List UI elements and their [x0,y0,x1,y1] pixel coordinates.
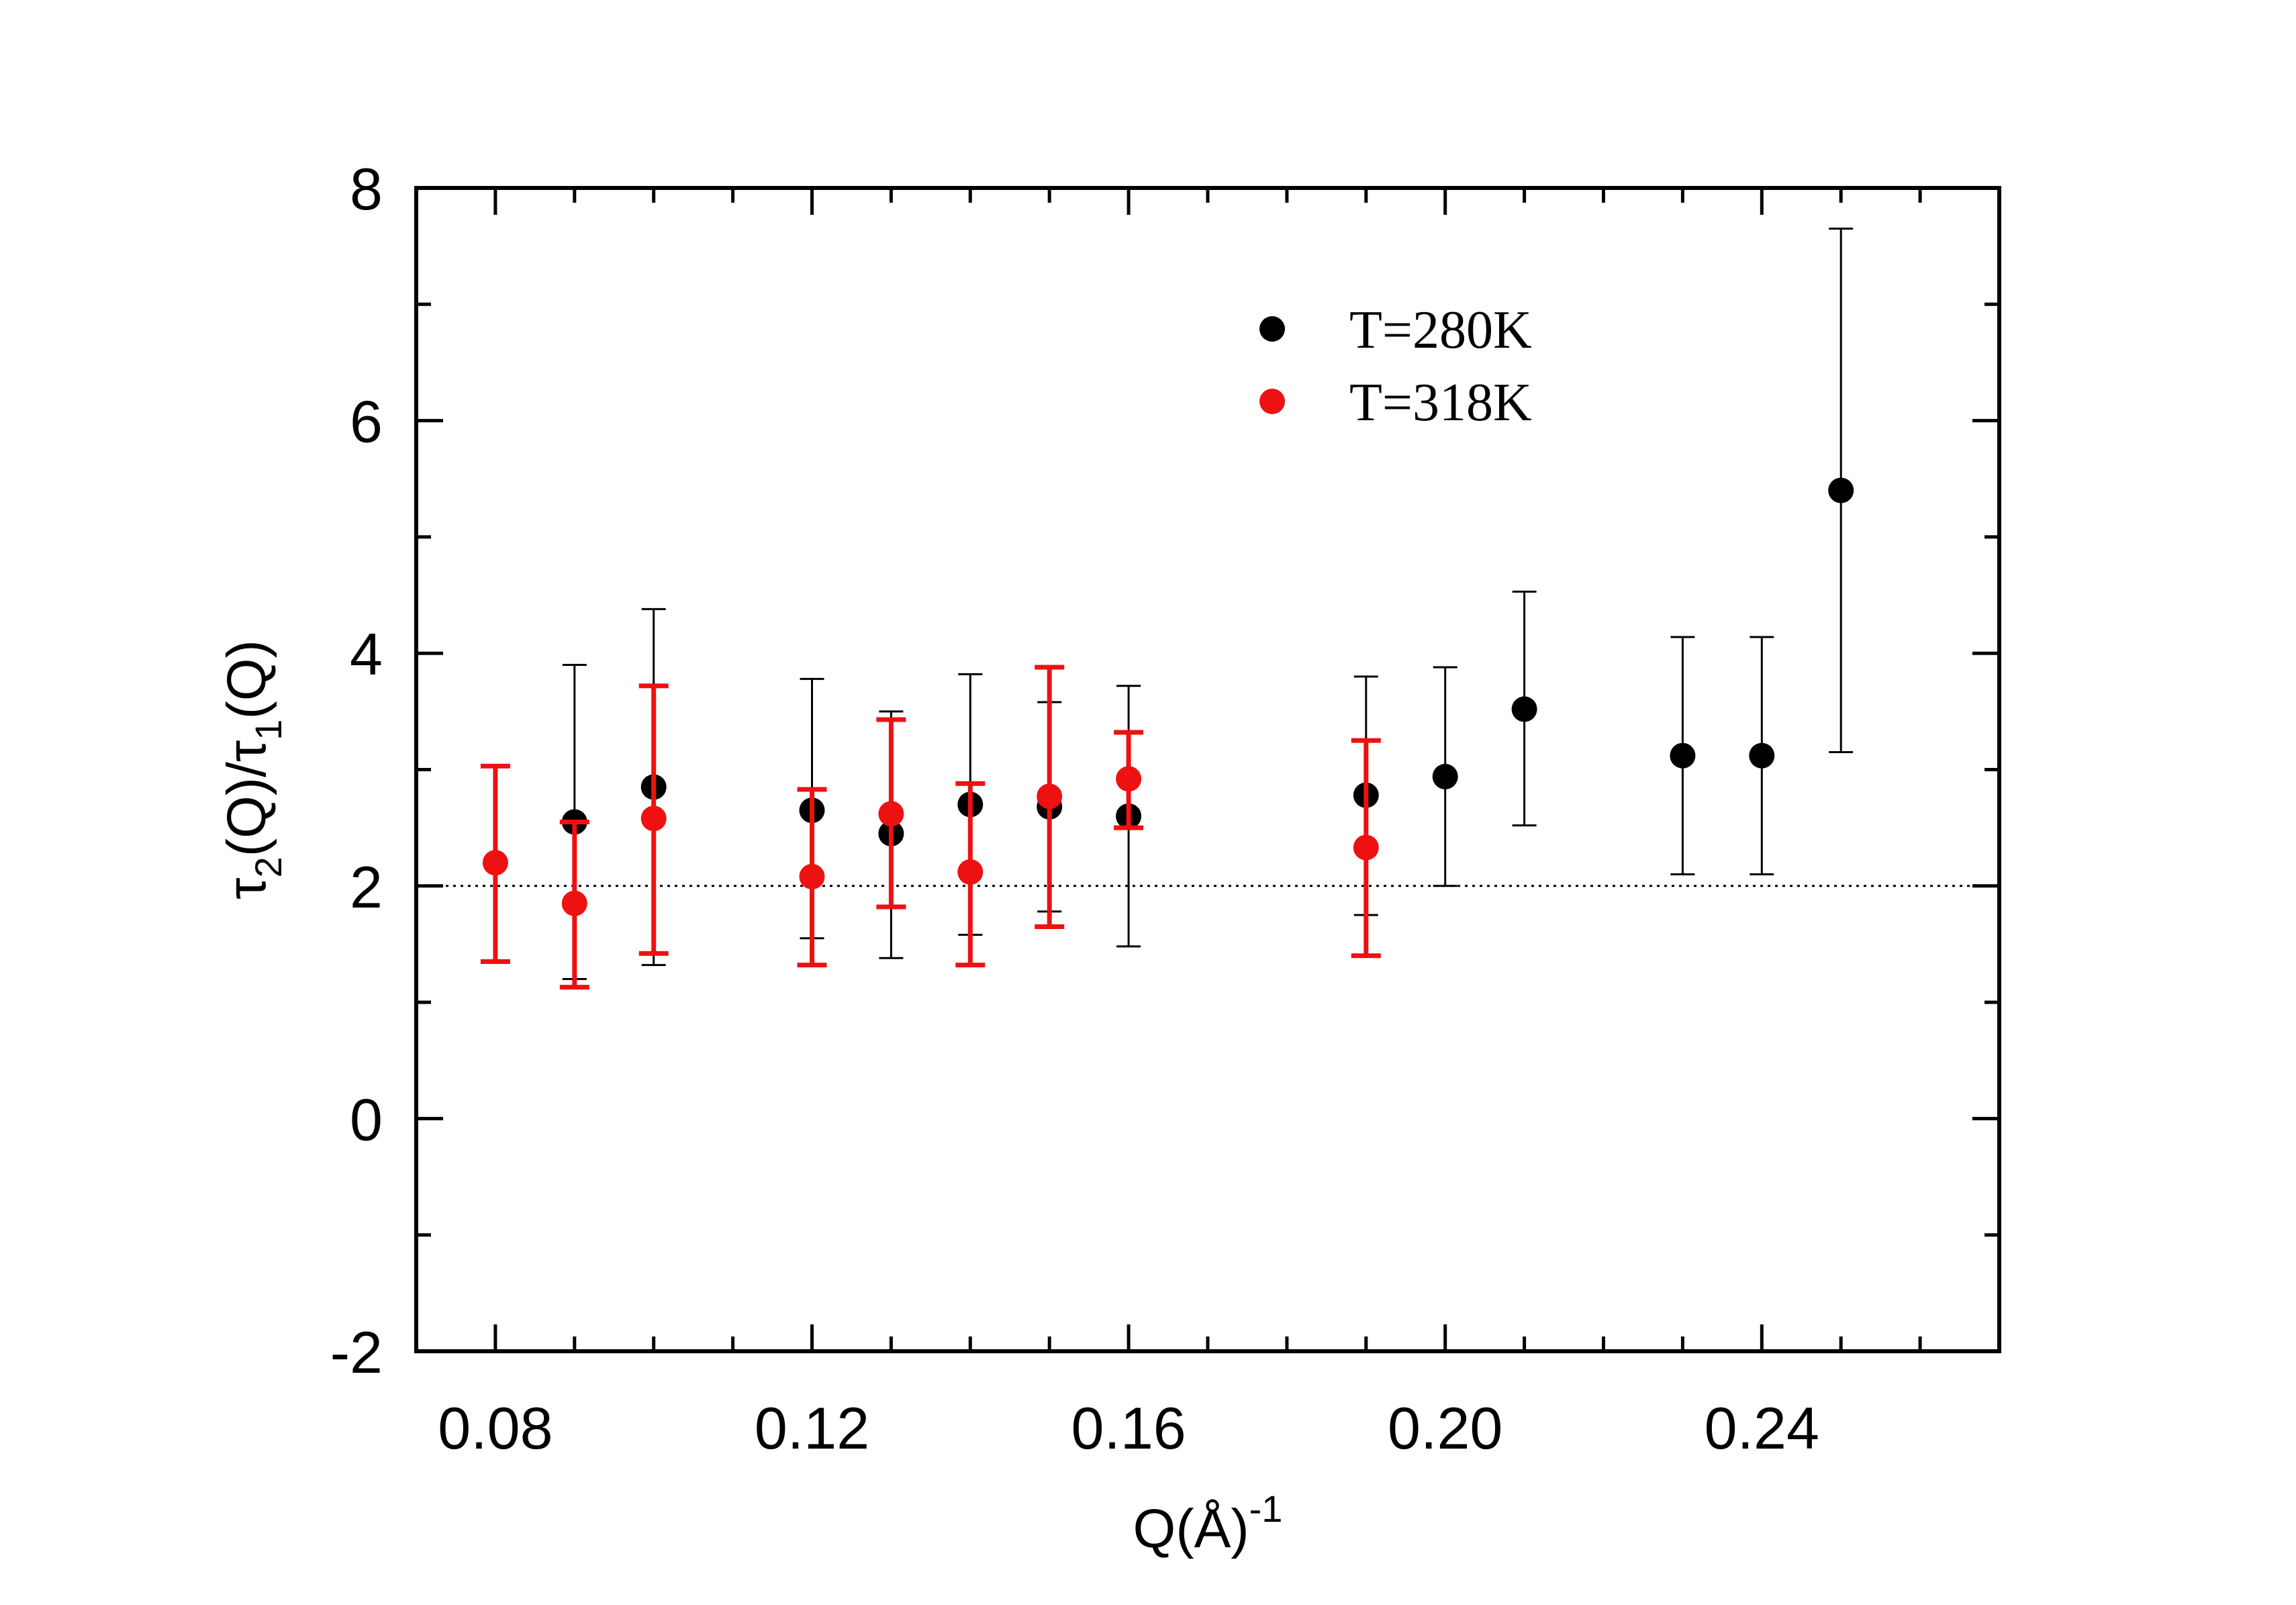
x-axis-label-superscript: -1 [1249,1488,1283,1530]
data-point [1749,742,1775,769]
y-axis-label-tau: τ [216,877,277,899]
legend-label: T=280K [1349,301,1532,360]
data-point [1353,834,1379,861]
data-point [1037,783,1063,810]
y-tick-label: -2 [330,1319,383,1385]
y-axis-label-end: (Q) [216,640,277,719]
data-point [799,863,825,889]
y-tick-label: 2 [350,854,383,920]
legend-marker [1259,389,1285,414]
x-tick-label: 0.20 [1388,1395,1502,1461]
y-axis-label-mid: (Q)/ [216,762,277,857]
series-t318k [480,665,1381,990]
legend-marker [1259,316,1285,342]
data-point [561,890,587,916]
data-point [1432,763,1458,789]
data-point [1511,696,1537,722]
x-tick-label: 0.16 [1071,1395,1186,1461]
data-point [1828,477,1854,503]
y-tick-label: 6 [350,389,383,455]
data-point [957,859,984,885]
data-point [1116,766,1142,792]
y-axis-label-tau: τ [216,740,277,762]
data-point [482,850,508,876]
x-axis-label-main: Q(Å) [1133,1498,1249,1559]
y-tick-label: 4 [350,621,383,687]
y-tick-label: 8 [350,156,383,222]
x-tick-label: 0.08 [438,1395,553,1461]
y-axis-label-sub1: 2 [247,857,289,877]
legend: T=280K T=318K [1259,301,1532,432]
data-point [640,806,667,832]
y-axis-label: τ2(Q)/τ1(Q) [216,640,289,899]
y-axis-label-sub2: 1 [247,720,289,740]
x-tick-label: 0.12 [755,1395,869,1461]
data-point [878,801,904,827]
plot-layer [416,228,1999,990]
x-tick-label: 0.24 [1705,1395,1819,1461]
legend-label: T=318K [1349,373,1532,432]
data-point [1670,742,1696,769]
y-tick-label: 0 [350,1086,383,1153]
x-axis-label: Q(Å)-1 [1133,1488,1283,1559]
